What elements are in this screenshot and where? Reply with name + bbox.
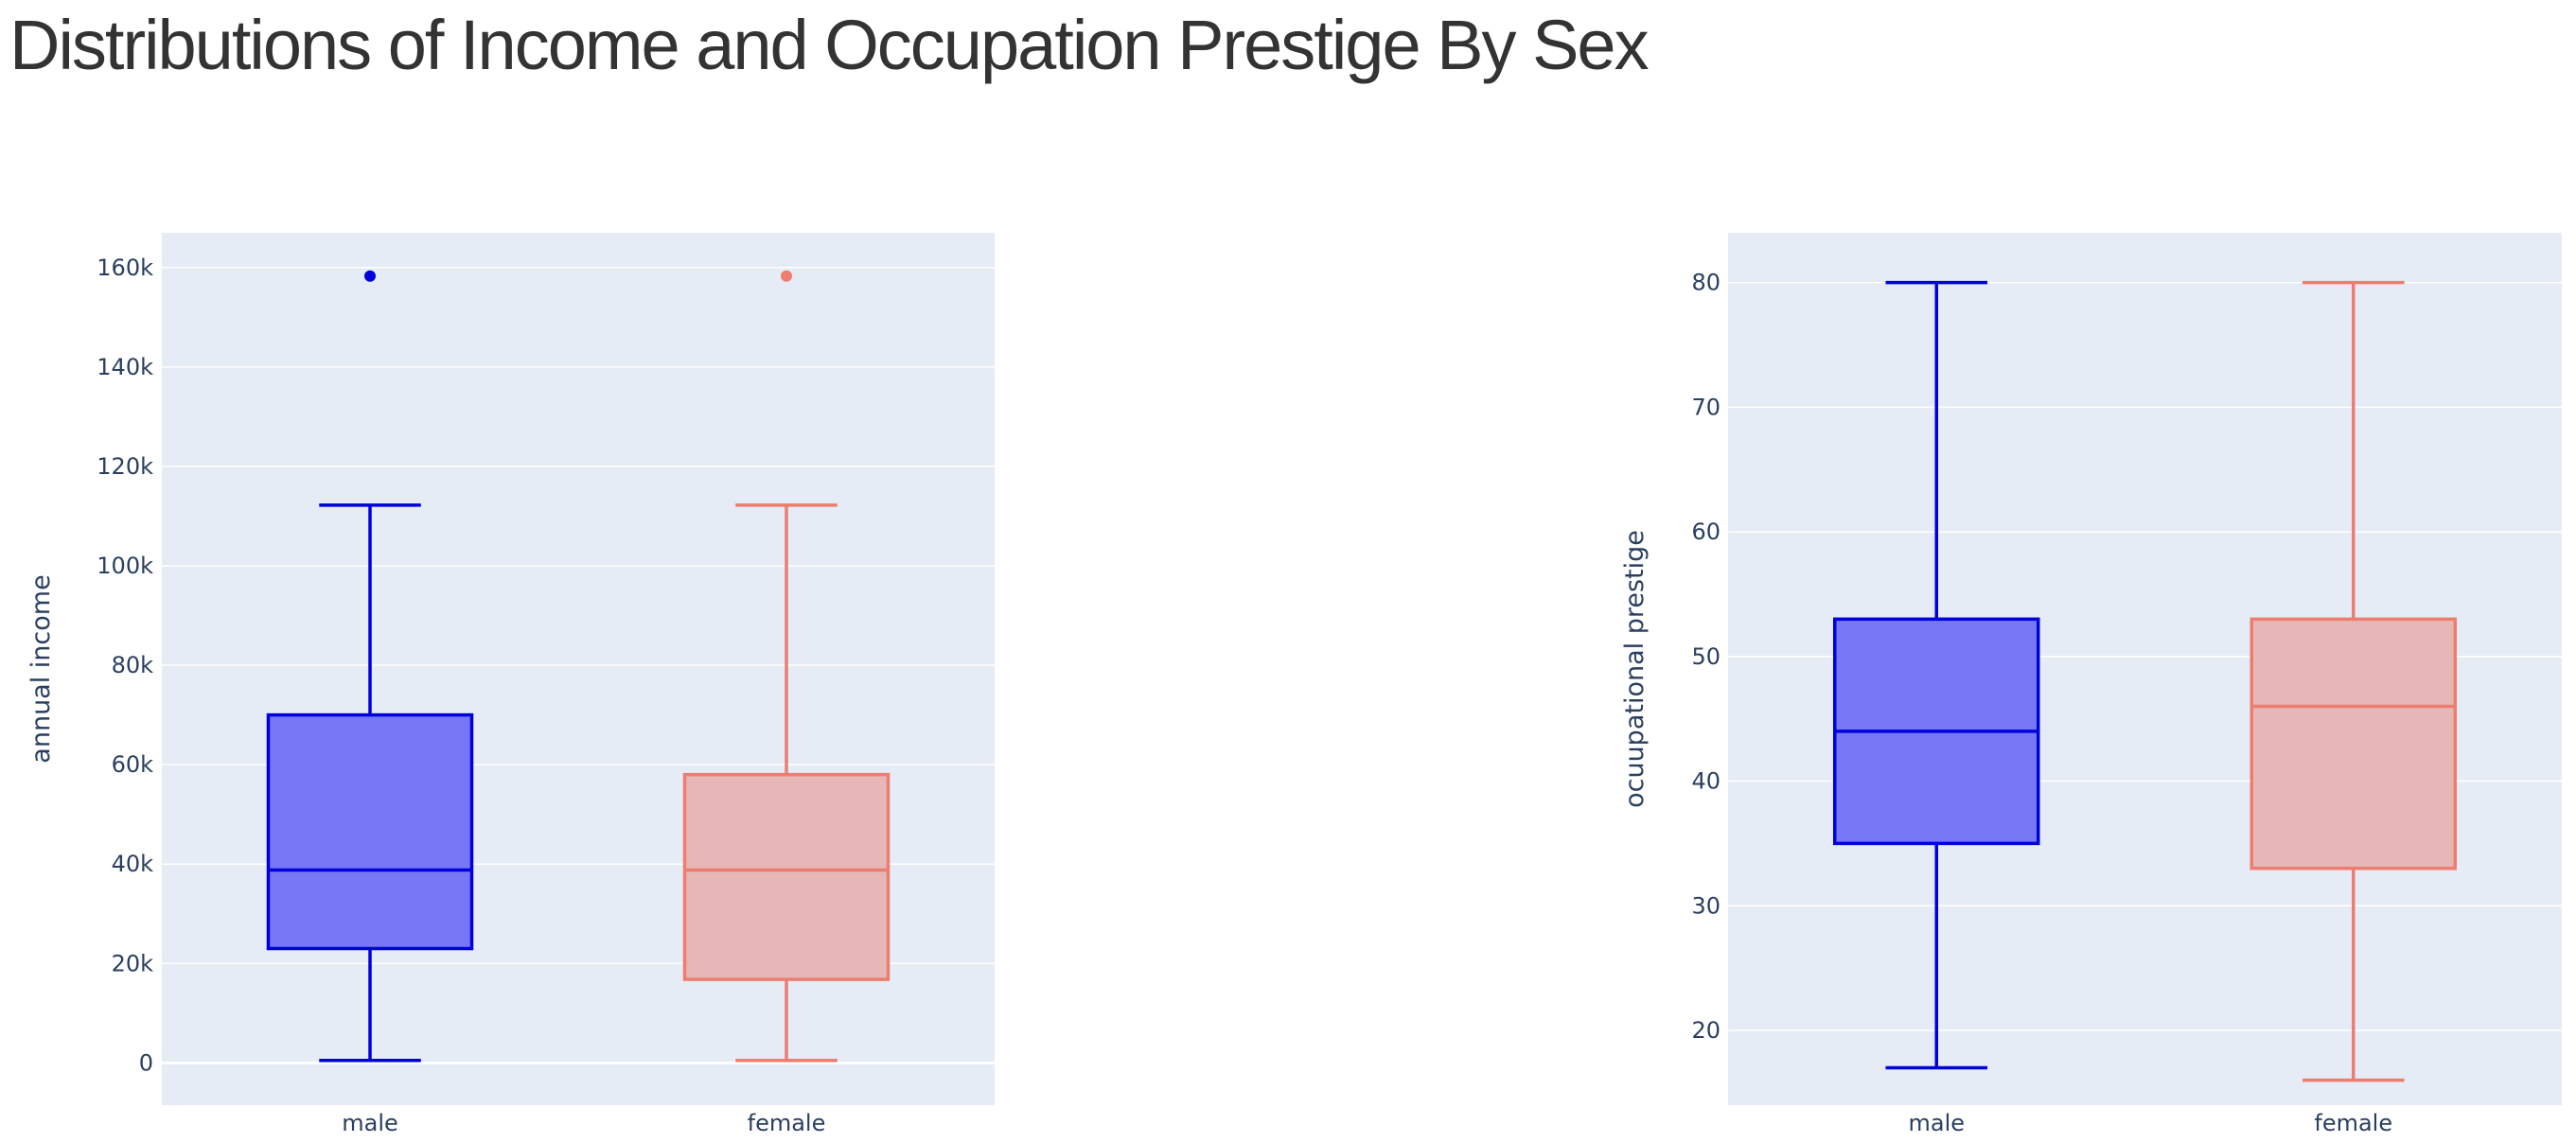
chart-title: Distributions of Income and Occupation P…	[9, 6, 1650, 84]
x-tick-label: female	[748, 1110, 826, 1136]
y-tick-label: 20k	[112, 950, 154, 976]
y-tick-label: 0	[139, 1049, 153, 1076]
y-tick-label: 60	[1691, 519, 1720, 545]
y-tick-label: 40k	[112, 851, 154, 877]
y-tick-label: 80	[1691, 270, 1720, 296]
y-tick-label: 100k	[97, 553, 153, 579]
y-tick-label: 160k	[97, 255, 153, 281]
x-tick-label: male	[342, 1110, 398, 1136]
female-box[interactable]	[2250, 617, 2457, 870]
y-tick-label: 50	[1691, 643, 1720, 670]
y-tick-label: 60k	[112, 751, 154, 778]
x-tick-label: male	[1908, 1110, 1965, 1136]
y-tick-label: 140k	[97, 354, 153, 380]
y-axis-title: annual income	[26, 574, 56, 763]
female-outlier-point[interactable]	[781, 270, 792, 282]
y-axis-title: ocuupational prestige	[1620, 530, 1650, 808]
x-tick-label: female	[2314, 1110, 2392, 1136]
y-tick-label: 20	[1691, 1017, 1720, 1044]
y-tick-label: 70	[1691, 394, 1720, 420]
y-tick-label: 80k	[112, 652, 154, 678]
male-box[interactable]	[266, 712, 474, 951]
female-box[interactable]	[682, 772, 891, 981]
male-outlier-point[interactable]	[364, 270, 376, 282]
y-tick-label: 120k	[97, 453, 153, 480]
y-tick-label: 40	[1691, 768, 1720, 795]
y-tick-label: 30	[1691, 892, 1720, 919]
